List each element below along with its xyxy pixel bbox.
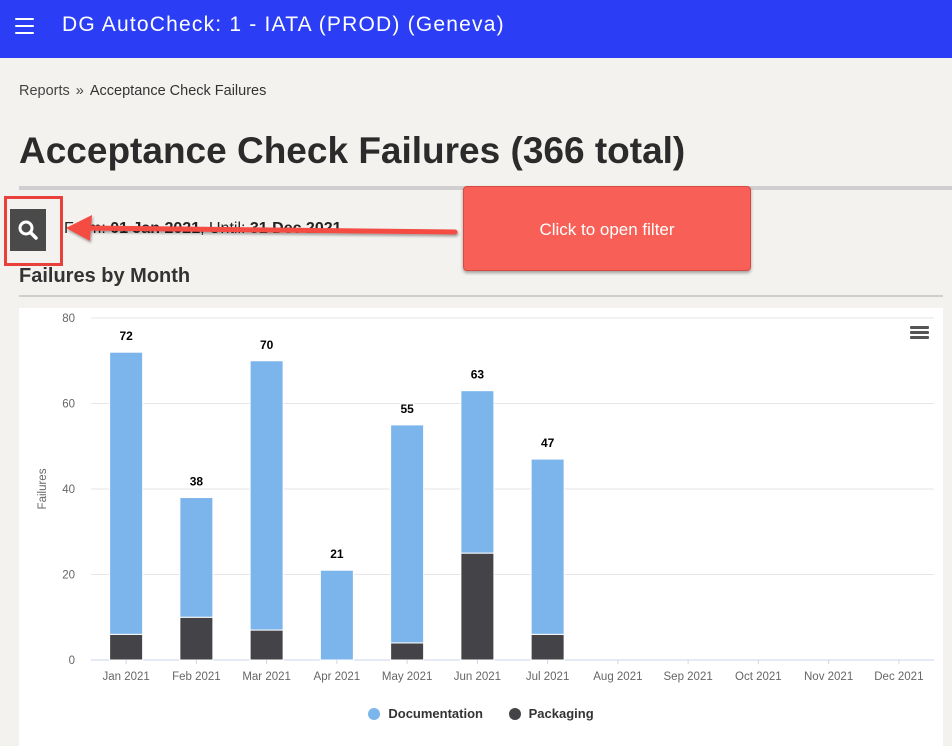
data-label: 70 (260, 338, 274, 352)
x-tick-label: Jun 2021 (454, 671, 501, 683)
data-label: 63 (471, 368, 485, 382)
x-tick-label: May 2021 (382, 671, 433, 683)
y-tick-label: 40 (62, 484, 75, 496)
bar-documentation (460, 390, 495, 554)
y-tick-label: 0 (69, 655, 75, 667)
y-tick-label: 20 (62, 570, 75, 582)
x-tick-label: Feb 2021 (172, 671, 221, 683)
bar-packaging (249, 629, 284, 661)
open-filter-callout: Click to open filter (463, 186, 751, 271)
bar-documentation (109, 351, 144, 635)
x-tick-label: Aug 2021 (593, 671, 642, 683)
y-axis-title: Failures (37, 468, 49, 509)
failures-by-month-chart: 0 20 40 60 80 Failures 72 Jan 2021 38 Feb 2021 70 M… (19, 308, 943, 746)
breadcrumb-reports-link[interactable]: Reports (19, 83, 70, 99)
chart-legend: Documentation Packaging (19, 706, 943, 721)
legend-label-documentation: Documentation (388, 706, 483, 721)
search-icon (18, 220, 38, 240)
bar-packaging (390, 642, 425, 661)
data-label: 21 (330, 547, 344, 561)
from-date: 01 Jan 2021 (110, 220, 201, 237)
breadcrumb-current: Acceptance Check Failures (89, 83, 267, 99)
chart-context-menu-icon[interactable] (910, 326, 929, 340)
legend-item-packaging[interactable]: Packaging (508, 706, 594, 721)
bar-documentation (319, 569, 354, 661)
x-tick-label: Oct 2021 (735, 671, 782, 683)
data-label: 55 (400, 402, 414, 416)
page-title: Acceptance Check Failures (366 total) (19, 130, 686, 171)
data-label: 38 (190, 475, 204, 489)
x-tick-label: Jul 2021 (526, 671, 569, 683)
data-label: 47 (541, 436, 555, 450)
x-tick-label: Nov 2021 (804, 671, 853, 683)
breadcrumb-separator: » (75, 83, 84, 99)
until-date: 31 Dec 2021 (249, 220, 342, 237)
section-title: Failures by Month (19, 265, 191, 287)
breadcrumb: Reports » Acceptance Check Failures (19, 83, 266, 99)
y-tick-label: 80 (62, 313, 75, 325)
bar-packaging (460, 552, 495, 661)
x-tick-label: Sep 2021 (664, 671, 713, 683)
legend-label-packaging: Packaging (528, 706, 594, 721)
bar-packaging (179, 616, 214, 661)
search-button-highlight (4, 196, 63, 266)
section-divider (19, 295, 943, 297)
bar-packaging (530, 633, 565, 661)
y-tick-label: 60 (62, 399, 75, 411)
top-app-bar: DG AutoCheck: 1 - IATA (PROD) (Geneva) (0, 0, 952, 58)
from-label: From: (64, 220, 106, 237)
bar-documentation (249, 360, 284, 631)
hamburger-menu-icon[interactable] (15, 18, 34, 34)
chart-canvas: 0 20 40 60 80 Failures 72 Jan 2021 38 Feb 2021 70 M… (37, 313, 934, 683)
legend-item-documentation[interactable]: Documentation (368, 706, 483, 721)
data-label: 72 (119, 329, 133, 343)
legend-dot-documentation (368, 708, 381, 720)
legend-dot-packaging (508, 708, 521, 720)
bar-documentation (179, 497, 214, 618)
bar-documentation (530, 458, 565, 635)
x-tick-label: Jan 2021 (102, 671, 149, 683)
date-range-summary: From: 01 Jan 2021, Until: 31 Dec 2021 (64, 220, 342, 237)
filter-search-button[interactable] (10, 209, 46, 251)
bar-packaging (109, 633, 144, 661)
bar-documentation (390, 424, 425, 644)
x-tick-label: Mar 2021 (242, 671, 291, 683)
x-tick-label: Dec 2021 (874, 671, 923, 683)
until-label: Until: (208, 220, 246, 237)
app-title: DG AutoCheck: 1 - IATA (PROD) (Geneva) (62, 13, 505, 36)
x-tick-label: Apr 2021 (314, 671, 361, 683)
